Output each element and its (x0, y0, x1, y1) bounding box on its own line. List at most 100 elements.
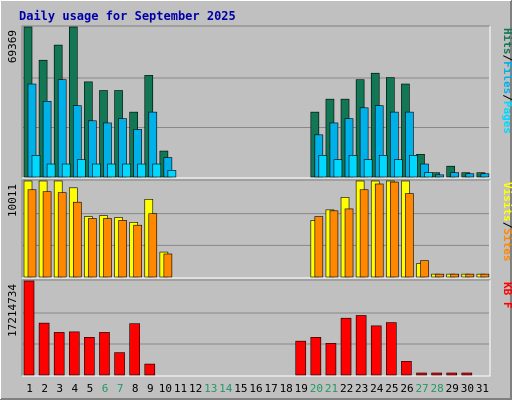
bar-pages-day-20 (318, 155, 328, 178)
bar-kb-f-day-19 (295, 340, 307, 376)
plot-frame-light (22, 180, 491, 279)
bar-kb-f-day-4 (68, 331, 80, 376)
panel-kbytes: 17214734 KB F (6, 279, 512, 377)
bar-sites-day-2 (42, 191, 52, 278)
bar-sites-day-30 (465, 273, 475, 278)
bar-sites-day-8 (133, 224, 142, 278)
bar-pages-day-25 (394, 159, 403, 178)
bar-sites-day-27 (420, 260, 429, 278)
x-tick-label: 9 (147, 382, 154, 395)
legend: KB F (501, 282, 512, 309)
bar-pages-day-9 (152, 163, 162, 178)
bar-kb-f-day-21 (325, 343, 337, 376)
bar-sites-day-20 (314, 216, 324, 278)
bar-sites-day-31 (480, 273, 490, 278)
legend-separator: / (501, 55, 512, 62)
bar-sites-day-28 (435, 273, 444, 278)
bar-kb-f-day-5 (84, 337, 95, 376)
bar-kb-f-day-3 (53, 332, 65, 376)
bar-sites-day-21 (329, 210, 339, 278)
bar-sites-day-25 (390, 181, 399, 278)
x-tick-label: 17 (264, 382, 277, 395)
x-tick-label: 4 (72, 382, 79, 395)
bar-files-day-30 (465, 173, 475, 178)
bar-pages-day-7 (122, 163, 131, 178)
bar-files-day-3 (57, 79, 67, 178)
x-tick-label: 7 (117, 382, 124, 395)
bar-kb-f-day-6 (99, 332, 110, 376)
x-tick-label: 29 (446, 382, 459, 395)
x-tick-label: 30 (461, 382, 474, 395)
bar-pages-day-3 (61, 163, 71, 178)
bar-sites-day-23 (359, 189, 369, 278)
bar-files-day-29 (450, 172, 460, 178)
x-tick-label: 21 (325, 382, 338, 395)
x-tick-label: 6 (102, 382, 109, 395)
legend-entry-kb-f: KB F (501, 282, 512, 309)
bar-pages-day-21 (333, 159, 343, 178)
bar-kb-f-day-7 (114, 352, 125, 376)
bar-kb-f-day-8 (129, 323, 140, 376)
legend: Hits/Files/Pages (501, 28, 512, 134)
bar-sites-day-4 (72, 201, 82, 278)
plot-frame-dark (21, 279, 490, 376)
x-tick-label: 14 (219, 382, 233, 395)
legend-entry-visits: Visits (501, 182, 512, 222)
bar-sites-day-24 (374, 183, 384, 278)
bar-pages-day-23 (363, 159, 373, 178)
x-tick-label: 19 (295, 382, 308, 395)
bar-kb-f-day-1 (23, 280, 35, 376)
x-tick-label: 26 (400, 382, 413, 395)
bar-pages-day-1 (31, 155, 41, 178)
x-tick-label: 1 (26, 382, 33, 395)
plot-frame-light (22, 26, 491, 179)
bar-kb-f-day-25 (386, 322, 397, 376)
bar-pages-day-4 (76, 159, 86, 178)
bar-kb-f-day-2 (38, 322, 50, 376)
legend-entry-hits: Hits (501, 28, 512, 55)
bar-sites-day-29 (450, 273, 460, 278)
bar-pages-day-6 (107, 163, 116, 178)
bar-pages-day-2 (46, 163, 56, 178)
bar-sites-day-6 (103, 218, 112, 278)
bar-kb-f-day-20 (310, 337, 322, 376)
x-tick-label: 31 (476, 382, 489, 395)
x-tick-label: 25 (385, 382, 398, 395)
x-tick-label: 28 (431, 382, 444, 395)
x-tick-label: 18 (280, 382, 293, 395)
x-axis-day-labels: 1 2 3 4 5 6 7 8 9 10 11 12 13 14 15 16 17 18 19 20 21 22 23 24 2… (26, 382, 489, 395)
x-tick-label: 3 (56, 382, 63, 395)
bar-kb-f-day-22 (340, 317, 352, 376)
bar-pages-day-5 (92, 163, 101, 178)
bar-sites-day-7 (118, 220, 127, 278)
x-tick-label: 24 (370, 382, 384, 395)
bar-kb-f-day-24 (370, 325, 382, 376)
x-tick-label: 11 (174, 382, 187, 395)
plot-frame-dark (21, 25, 490, 178)
y-max-label: 17214734 (6, 284, 19, 337)
x-tick-label: 2 (41, 382, 48, 395)
x-tick-label: 15 (234, 382, 247, 395)
bar-kb-f-day-28 (431, 372, 442, 376)
plot-frame-dark (21, 179, 490, 278)
x-tick-label: 10 (159, 382, 172, 395)
bar-kb-f-day-23 (355, 315, 367, 376)
y-max-label: 10011 (6, 184, 19, 217)
x-tick-label: 16 (249, 382, 262, 395)
bar-sites-day-9 (148, 213, 158, 278)
x-tick-label: 23 (355, 382, 368, 395)
bar-pages-day-22 (348, 155, 358, 178)
x-tick-label: 5 (87, 382, 94, 395)
bar-kb-f-day-29 (446, 372, 458, 376)
bar-pages-day-26 (409, 155, 418, 178)
legend-entry-sites: Sites (501, 228, 512, 261)
bar-sites-day-1 (27, 189, 37, 278)
bar-kb-f-day-27 (416, 372, 427, 376)
x-tick-label: 12 (189, 382, 202, 395)
legend-separator: / (501, 94, 512, 101)
bar-sites-day-3 (57, 192, 67, 278)
